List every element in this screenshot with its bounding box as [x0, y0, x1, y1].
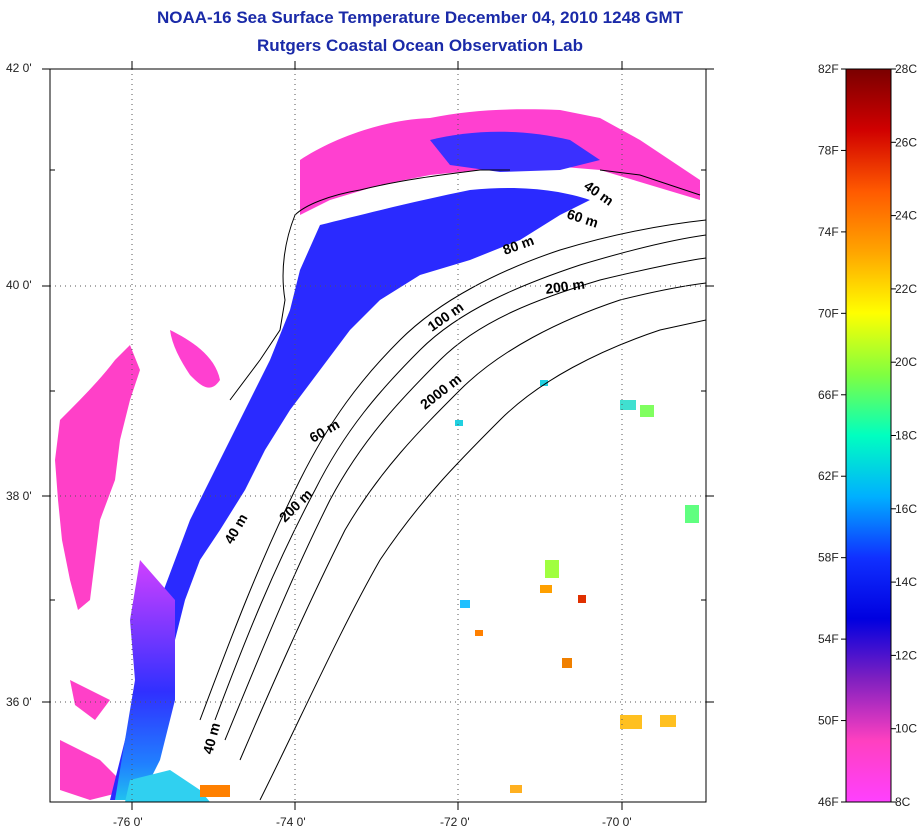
contour-label: 60 m	[307, 416, 343, 446]
coastline	[229, 169, 701, 401]
lon-label-72: -72 0'	[440, 815, 470, 829]
bathymetry-contours	[199, 219, 706, 801]
lon-label-76: -76 0'	[113, 815, 143, 829]
contour-label: 200 m	[544, 276, 586, 297]
graticule	[50, 69, 706, 802]
map-frame	[49, 68, 707, 803]
lon-label-74: -74 0'	[276, 815, 306, 829]
lat-label-42: 42 0'	[6, 61, 32, 75]
contour-label: 40 m	[581, 177, 616, 208]
frame-ticks	[42, 61, 714, 810]
lat-label-38: 38 0'	[6, 489, 32, 503]
lat-label-36: 36 0'	[6, 695, 32, 709]
shelf-water	[110, 131, 600, 802]
map-subtitle: Rutgers Coastal Ocean Observation Lab	[257, 36, 583, 55]
contour-label: 200 m	[276, 486, 315, 525]
map-title: NOAA-16 Sea Surface Temperature December…	[157, 8, 683, 27]
contour-label: 40 m	[199, 721, 223, 756]
contour-label: 60 m	[565, 206, 600, 231]
lon-label-70: -70 0'	[602, 815, 632, 829]
lat-label-40: 40 0'	[6, 278, 32, 292]
offshore-patches	[200, 380, 699, 797]
